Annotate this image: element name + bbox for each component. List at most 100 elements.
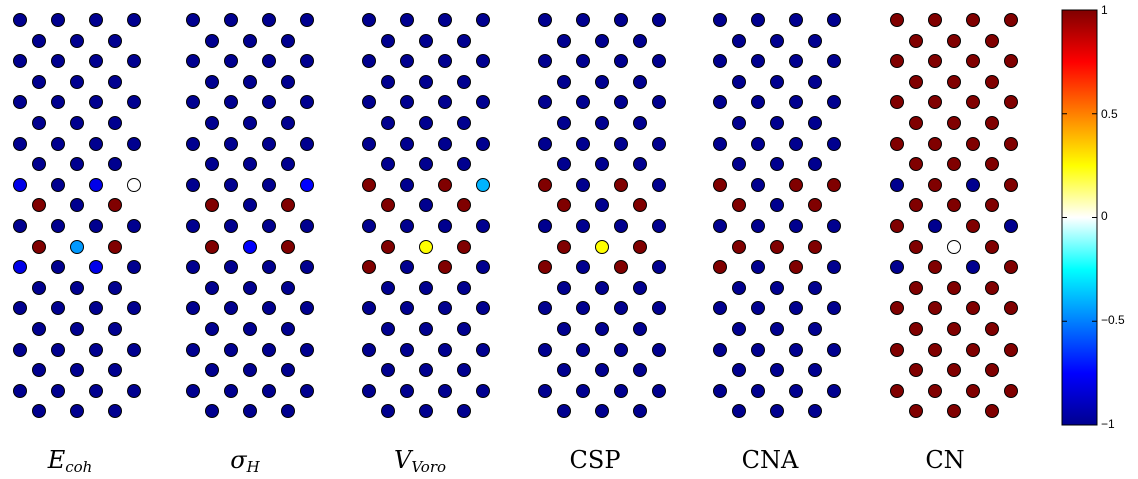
atom-marker (633, 34, 647, 48)
atom-marker-defect (633, 198, 647, 212)
atom-marker (732, 281, 746, 295)
atom-marker-defect (614, 260, 628, 274)
atom-marker-defect (890, 260, 904, 274)
lattice-panel (186, 13, 314, 418)
atom-marker (224, 13, 238, 27)
atom-marker (13, 13, 27, 27)
atom-marker (614, 301, 628, 315)
atom-marker (538, 137, 552, 151)
atom-marker (127, 343, 141, 357)
atom-marker (457, 363, 471, 377)
atom-marker (557, 116, 571, 130)
atom-marker (381, 404, 395, 418)
atom-marker (595, 116, 609, 130)
atom-marker (1004, 137, 1018, 151)
atom-marker (281, 116, 295, 130)
atom-marker (576, 54, 590, 68)
atom-marker-defect (770, 240, 784, 254)
atom-marker (751, 54, 765, 68)
atom-marker-defect (89, 178, 103, 192)
atom-marker (32, 281, 46, 295)
atom-marker (538, 95, 552, 109)
atom-marker (947, 322, 961, 336)
atom-marker (127, 301, 141, 315)
atom-marker (732, 363, 746, 377)
atom-marker (557, 34, 571, 48)
atom-marker-defect (557, 198, 571, 212)
colorbar-tick-label-neg-1: −1 (1101, 417, 1115, 431)
atom-marker (789, 343, 803, 357)
atom-marker (614, 219, 628, 233)
atom-marker (300, 54, 314, 68)
atom-marker (770, 34, 784, 48)
atom-marker (281, 75, 295, 89)
atom-marker (476, 13, 490, 27)
atom-marker (381, 75, 395, 89)
atom-marker (576, 260, 590, 274)
atom-marker (789, 301, 803, 315)
atom-marker-defect (70, 240, 84, 254)
atom-marker (652, 301, 666, 315)
atom-marker (576, 178, 590, 192)
atom-marker (614, 343, 628, 357)
atom-marker (713, 95, 727, 109)
atom-marker-defect (127, 219, 141, 233)
panels-layer (13, 13, 1018, 418)
atom-marker (770, 75, 784, 89)
atom-marker (732, 157, 746, 171)
atom-marker-defect (652, 178, 666, 192)
atom-marker (108, 281, 122, 295)
atom-marker (476, 343, 490, 357)
atom-marker (419, 404, 433, 418)
atom-marker (614, 13, 628, 27)
atom-marker (262, 54, 276, 68)
atom-marker-defect (633, 240, 647, 254)
atom-marker (224, 384, 238, 398)
atom-marker (770, 116, 784, 130)
atom-marker (652, 260, 666, 274)
atom-marker (281, 281, 295, 295)
atom-marker (827, 343, 841, 357)
atom-marker (595, 75, 609, 89)
atom-marker-defect (614, 178, 628, 192)
atom-marker (713, 301, 727, 315)
atom-marker (713, 13, 727, 27)
atom-marker (281, 322, 295, 336)
atom-marker (557, 75, 571, 89)
atom-marker (438, 219, 452, 233)
atom-marker (70, 34, 84, 48)
atom-marker (89, 384, 103, 398)
atom-marker (751, 137, 765, 151)
atom-marker-defect (362, 178, 376, 192)
atom-marker (457, 281, 471, 295)
atom-marker (32, 34, 46, 48)
atom-marker-defect (947, 240, 961, 254)
atom-marker (928, 95, 942, 109)
atom-marker (108, 363, 122, 377)
atom-marker (32, 157, 46, 171)
atom-marker (13, 219, 27, 233)
atom-marker (966, 137, 980, 151)
atom-marker (890, 13, 904, 27)
atom-marker (909, 75, 923, 89)
atom-marker (362, 219, 376, 233)
panel-label-cn: CN (925, 446, 965, 474)
colorbar-tick-label-1: 1 (1101, 3, 1108, 17)
atom-marker (89, 13, 103, 27)
atom-marker-defect (827, 178, 841, 192)
atom-marker (557, 157, 571, 171)
atom-marker (108, 404, 122, 418)
atom-marker (438, 13, 452, 27)
atom-marker (400, 95, 414, 109)
atom-marker (281, 157, 295, 171)
atom-marker (300, 343, 314, 357)
atom-marker (633, 363, 647, 377)
atom-marker (108, 157, 122, 171)
atom-marker (127, 260, 141, 274)
atom-marker (538, 219, 552, 233)
atom-marker-defect (419, 240, 433, 254)
atom-marker (947, 116, 961, 130)
panel-label-ecoh: Ecoh (47, 446, 93, 476)
atom-marker (576, 95, 590, 109)
